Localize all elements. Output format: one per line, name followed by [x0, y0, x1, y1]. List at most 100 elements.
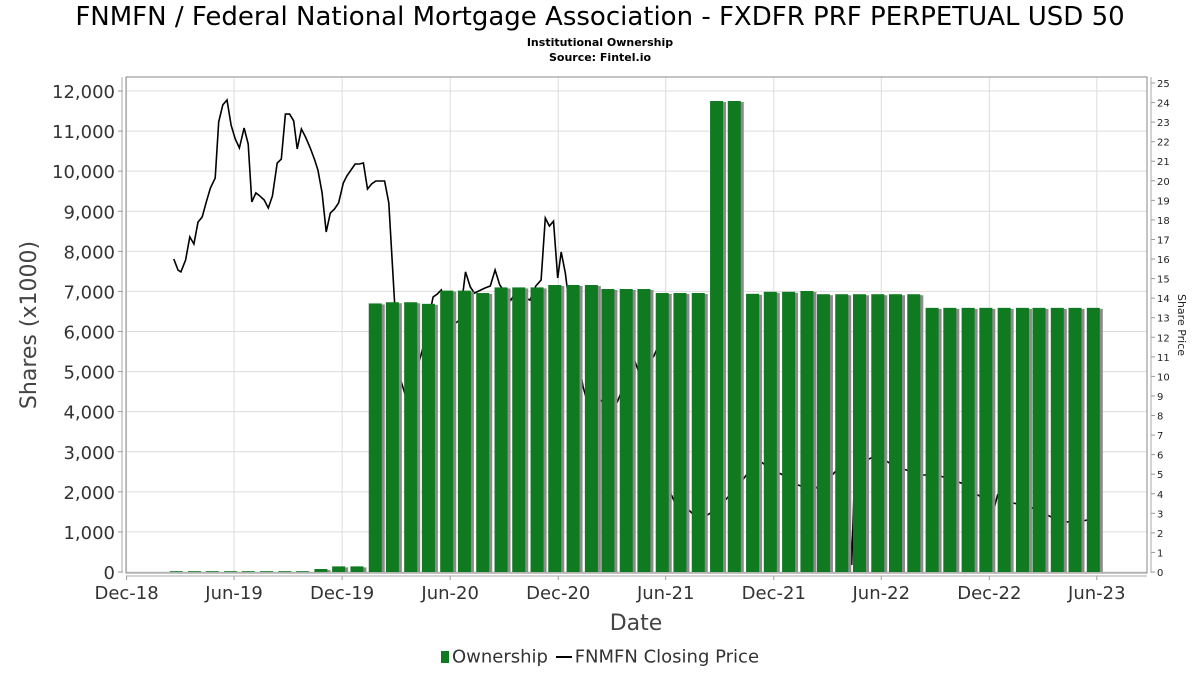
ownership-bar	[548, 285, 565, 572]
y-tick-label: 3,000	[63, 443, 115, 464]
x-tick-label: Dec-21	[742, 583, 806, 604]
ownership-bar	[727, 101, 744, 572]
y2-tick-label: 17	[1157, 235, 1170, 246]
ownership-bar	[943, 307, 960, 572]
bar	[548, 285, 562, 572]
y2-tick-label: 7	[1157, 431, 1163, 442]
ownership-bar	[476, 293, 493, 572]
y2-tick-label: 21	[1157, 157, 1170, 168]
y2-tick-label: 24	[1157, 99, 1170, 110]
ownership-bar	[655, 293, 672, 572]
y2-tick-label: 11	[1157, 353, 1170, 364]
ownership-bar	[350, 566, 367, 572]
y-tick-label: 11,000	[52, 122, 115, 143]
legend: Ownership FNMFN Closing Price	[0, 646, 1200, 668]
ownership-bar	[601, 289, 618, 572]
y2-tick-label: 13	[1157, 314, 1170, 325]
ownership-bar	[404, 302, 421, 572]
y-tick-label: 12,000	[52, 82, 115, 103]
bar	[710, 101, 724, 572]
bar	[835, 294, 849, 572]
x-tick-label: Jun-21	[636, 583, 695, 604]
y2-tick-label: 5	[1157, 470, 1163, 481]
ownership-bar	[278, 571, 292, 572]
ownership-bar	[691, 293, 708, 572]
bar	[440, 290, 454, 572]
x-tick-label: Dec-18	[94, 583, 158, 604]
legend-price-swatch	[555, 656, 572, 658]
bar	[457, 290, 471, 572]
bar	[925, 307, 939, 572]
y2-axis-label: Share Price	[1175, 294, 1188, 356]
bar	[368, 303, 382, 572]
y-axis-label: Shares (x1000)	[17, 241, 42, 409]
ownership-bar	[1068, 307, 1085, 572]
ownership-bar	[530, 287, 547, 572]
ownership-bar	[440, 290, 457, 572]
x-tick-label: Dec-20	[526, 583, 590, 604]
bar	[1086, 307, 1100, 572]
bar	[421, 303, 435, 572]
bar	[979, 307, 993, 572]
ownership-bar	[512, 287, 529, 572]
y2-tick-label: 23	[1157, 118, 1170, 129]
ownership-bar	[314, 568, 331, 572]
bar	[1068, 307, 1082, 572]
x-tick-label: Jun-23	[1067, 583, 1126, 604]
y-tick-label: 7,000	[63, 282, 115, 303]
ownership-bar	[852, 294, 869, 572]
bar	[1050, 307, 1064, 572]
bar	[278, 571, 292, 572]
bar	[961, 307, 975, 572]
ownership-bar	[888, 294, 905, 572]
y2-tick-label: 20	[1157, 177, 1170, 188]
plot-frame	[125, 76, 1148, 574]
bar	[476, 293, 490, 572]
ownership-bar	[205, 571, 219, 572]
bar	[241, 571, 255, 572]
y2-tick-label: 19	[1157, 196, 1170, 207]
y-tick-label: 0	[104, 563, 115, 584]
ownership-bar	[260, 571, 274, 572]
bar	[530, 287, 544, 572]
ownership-bar	[421, 303, 438, 572]
bar	[907, 294, 921, 572]
y-tick-label: 10,000	[52, 162, 115, 183]
bar	[997, 307, 1011, 572]
x-tick-label: Dec-19	[310, 583, 374, 604]
ownership-bar	[1050, 307, 1067, 572]
ownership-bar	[835, 294, 852, 572]
ownership-bar	[871, 294, 888, 572]
ownership-bar	[907, 294, 924, 572]
y2-tick-label: 18	[1157, 216, 1170, 227]
bar	[494, 287, 508, 572]
bar	[188, 571, 202, 572]
y-tick-label: 5,000	[63, 363, 115, 384]
y2-tick-label: 3	[1157, 509, 1163, 520]
chart-source: Source: Fintel.io	[548, 51, 652, 64]
ownership-bar	[710, 101, 727, 572]
chart-subtitle: Institutional Ownership	[526, 36, 674, 49]
ownership-bar	[368, 303, 385, 572]
x-axis-label: Date	[610, 611, 663, 636]
y2-tick-label: 2	[1157, 529, 1163, 540]
bar	[566, 285, 580, 572]
ownership-bar	[673, 293, 690, 572]
bar	[385, 302, 399, 572]
ownership-bar	[800, 291, 817, 572]
ownership-bar	[494, 287, 511, 572]
y2-tick-label: 1	[1157, 548, 1163, 559]
bar	[816, 294, 830, 572]
y2-tick-label: 0	[1157, 568, 1163, 579]
bar	[205, 571, 219, 572]
ownership-bar	[169, 571, 183, 572]
y2-tick-label: 9	[1157, 392, 1163, 403]
y-tick-label: 6,000	[63, 323, 115, 344]
ownership-bar	[637, 289, 654, 572]
bar	[943, 307, 957, 572]
ownership-bar	[746, 293, 763, 572]
x-tick-label: Jun-22	[852, 583, 911, 604]
y2-tick-label: 4	[1157, 490, 1163, 501]
bars-layer	[169, 101, 1103, 572]
bar	[350, 566, 364, 572]
